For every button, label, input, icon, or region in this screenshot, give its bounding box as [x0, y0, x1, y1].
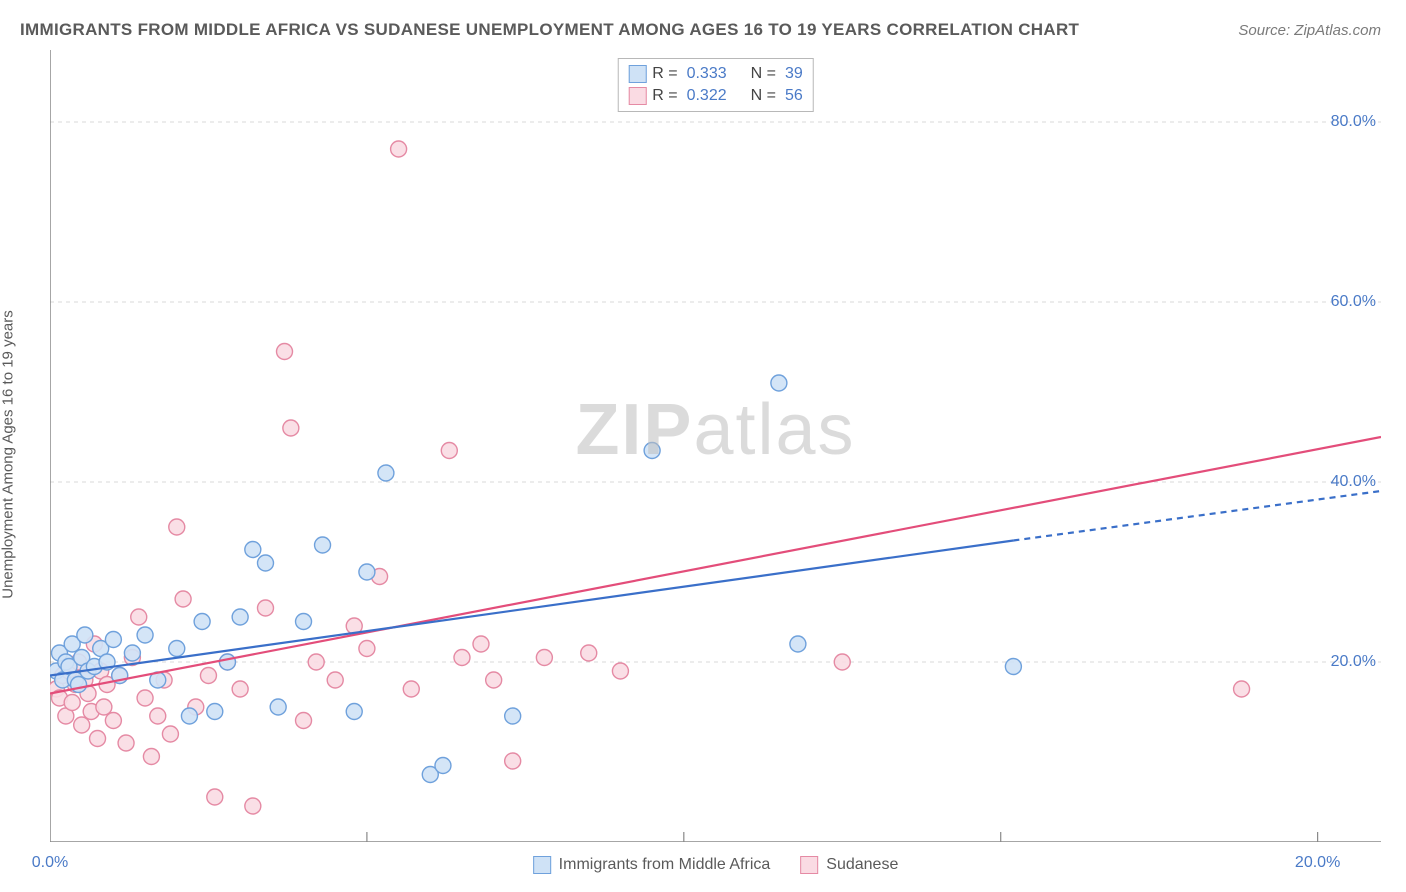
- y-tick-label: 80.0%: [1331, 113, 1376, 131]
- correlation-legend: R = 0.333 N = 39 R = 0.322 N = 56: [617, 58, 814, 112]
- scatter-plot-svg: [50, 50, 1381, 842]
- legend-item-series2: Sudanese: [800, 856, 898, 874]
- y-axis-label: Unemployment Among Ages 16 to 19 years: [0, 310, 17, 599]
- series-legend: Immigrants from Middle Africa Sudanese: [533, 856, 899, 874]
- plot-area: R = 0.333 N = 39 R = 0.322 N = 56 ZIPatl…: [50, 50, 1381, 842]
- swatch-series2-bottom: [800, 856, 818, 874]
- source-label: Source: ZipAtlas.com: [1238, 22, 1381, 39]
- swatch-series2: [628, 87, 646, 105]
- y-tick-label: 60.0%: [1331, 293, 1376, 311]
- legend-row-series1: R = 0.333 N = 39: [628, 63, 803, 85]
- y-tick-label: 40.0%: [1331, 473, 1376, 491]
- chart-title: IMMIGRANTS FROM MIDDLE AFRICA VS SUDANES…: [20, 20, 1079, 40]
- chart-container: IMMIGRANTS FROM MIDDLE AFRICA VS SUDANES…: [0, 0, 1406, 892]
- x-tick-label: 20.0%: [1295, 854, 1340, 872]
- legend-item-series1: Immigrants from Middle Africa: [533, 856, 771, 874]
- x-tick-label: 0.0%: [32, 854, 68, 872]
- swatch-series1-bottom: [533, 856, 551, 874]
- legend-row-series2: R = 0.322 N = 56: [628, 85, 803, 107]
- swatch-series1: [628, 65, 646, 83]
- y-tick-label: 20.0%: [1331, 653, 1376, 671]
